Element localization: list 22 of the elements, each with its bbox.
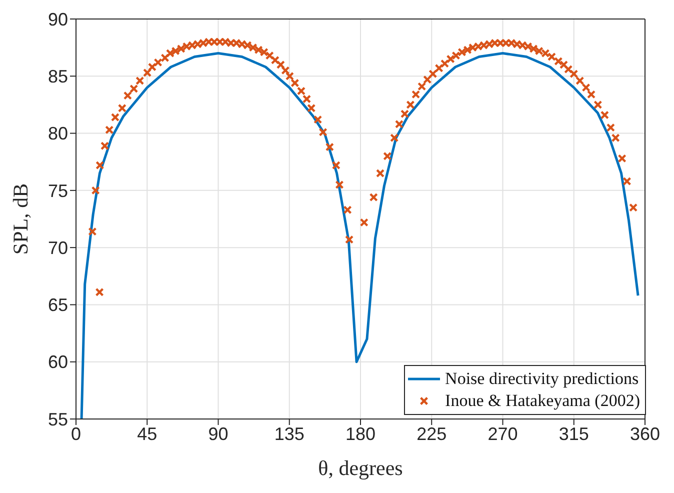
- x-tick-label: 225: [416, 424, 447, 444]
- x-tick-label: 360: [630, 424, 660, 444]
- line-series: [80, 52, 640, 419]
- x-tick-label: 90: [208, 424, 228, 444]
- y-tick-label: 75: [48, 180, 68, 201]
- y-tick-label: 90: [48, 9, 68, 30]
- x-tick-label: 270: [488, 424, 518, 444]
- legend-label: Noise directivity predictions: [445, 368, 639, 390]
- y-axis-title: SPL, dB: [8, 183, 32, 255]
- y-tick-label: 80: [48, 124, 68, 144]
- x-tick-label: 180: [345, 424, 376, 444]
- x-axis-title: θ, degrees: [318, 456, 403, 480]
- x-tick-label: 135: [274, 424, 304, 444]
- legend-label: Inoue & Hatakeyama (2002): [445, 390, 640, 412]
- x-tick-label: 45: [137, 424, 158, 444]
- y-tick-label: 65: [48, 295, 68, 316]
- x-tick-label: 0: [70, 424, 82, 444]
- y-tick-label: 60: [48, 352, 68, 372]
- y-tick-label: 85: [48, 66, 68, 87]
- y-tick-label: 70: [48, 238, 68, 258]
- y-tick-label: 55: [48, 409, 68, 430]
- x-tick-label: 315: [558, 424, 589, 444]
